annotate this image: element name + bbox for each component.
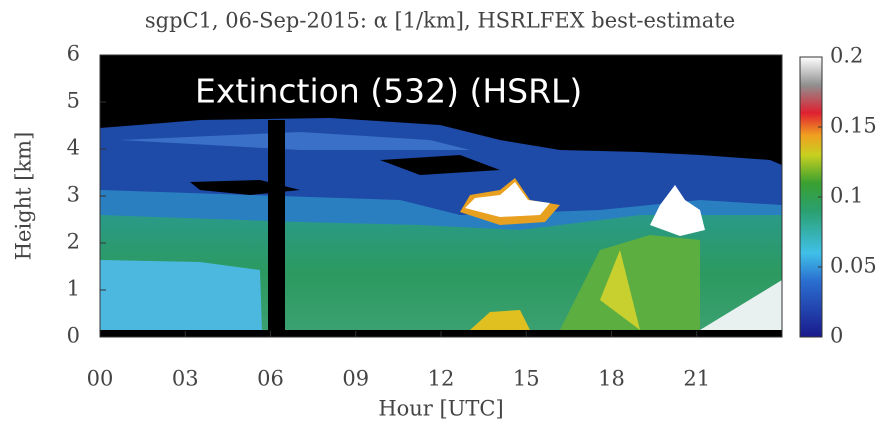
x-tick-label: 06 [257,367,284,391]
x-tick-label: 03 [172,367,199,391]
colorbar-tick-label: 0.2 [830,44,863,68]
y-tick-label: 2 [67,230,80,254]
y-tick-label: 3 [67,183,80,207]
colorbar-tick-label: 0 [830,324,843,348]
y-tick-label: 4 [67,136,80,160]
x-tick-label: 21 [683,367,710,391]
colorbar-tick-label: 0.15 [830,114,877,138]
x-axis-label: Hour [UTC] [378,397,503,421]
y-tick-label: 5 [67,89,80,113]
colorbar-tick-label: 0.05 [830,254,877,278]
chart: sgpC1, 06-Sep-2015: α [1/km], HSRLFEX be… [0,0,887,430]
x-tick-label: 09 [342,367,369,391]
x-tick-label: 12 [428,367,455,391]
y-tick-label: 6 [67,42,80,66]
x-tick-label: 00 [87,367,114,391]
x-tick-label: 18 [598,367,625,391]
y-tick-label: 1 [67,277,80,301]
annotation: Extinction (532) (HSRL) [195,72,582,111]
chart-title: sgpC1, 06-Sep-2015: α [1/km], HSRLFEX be… [145,9,735,33]
y-axis-label: Height [km] [12,132,36,261]
colorbar-tick-label: 0.1 [830,184,863,208]
x-tick-label: 15 [513,367,540,391]
y-tick-label: 0 [67,324,80,348]
